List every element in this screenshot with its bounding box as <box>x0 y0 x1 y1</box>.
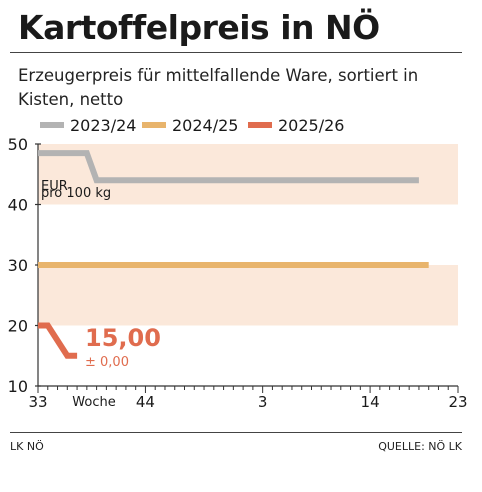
legend: 2023/24 2024/25 2025/26 <box>40 116 344 135</box>
unit-label-line2: pro 100 kg <box>41 186 111 201</box>
x-tick-label-44: 44 <box>136 393 155 411</box>
chart-subtitle: Erzeugerpreis für mittelfallende Ware, s… <box>18 66 419 109</box>
footer-source-left: LK NÖ <box>10 440 44 453</box>
unit-label-line1: EUR <box>41 179 68 194</box>
y-tick-label-20: 20 <box>8 317 28 336</box>
title-rule <box>10 52 462 53</box>
x-tick-label-14: 14 <box>361 393 380 411</box>
y-tick-label-50: 50 <box>8 135 28 154</box>
x-axis-title: Woche <box>72 395 115 410</box>
latest-value-label: 15,00 <box>85 324 161 352</box>
legend-label-2023-24: 2023/24 <box>70 116 136 135</box>
x-axis: 33 44 3 14 23 Woche <box>28 385 468 411</box>
x-tick-label-3: 3 <box>258 393 268 411</box>
y-tick-label-10: 10 <box>8 377 28 396</box>
background-bands <box>38 144 458 326</box>
legend-label-2025-26: 2025/26 <box>278 116 344 135</box>
x-tick-label-23: 23 <box>448 393 467 411</box>
annotations: 15,00 ± 0,00 <box>85 324 161 370</box>
x-tick-label-33: 33 <box>28 393 47 411</box>
chart-title: Kartoffelpreis in NÖ <box>18 8 380 47</box>
legend-label-2024-25: 2024/25 <box>172 116 238 135</box>
band-20-30 <box>38 265 458 326</box>
footer-source-right: QUELLE: NÖ LK <box>378 440 462 453</box>
latest-change-label: ± 0,00 <box>85 355 129 370</box>
series-line-2025-26 <box>38 322 78 359</box>
y-tick-label-30: 30 <box>8 256 28 275</box>
series-lines <box>38 150 429 359</box>
band-40-50 <box>38 144 458 205</box>
footer-rule <box>10 432 462 433</box>
y-tick-label-40: 40 <box>8 196 28 215</box>
series-line-2023-24 <box>38 150 419 184</box>
